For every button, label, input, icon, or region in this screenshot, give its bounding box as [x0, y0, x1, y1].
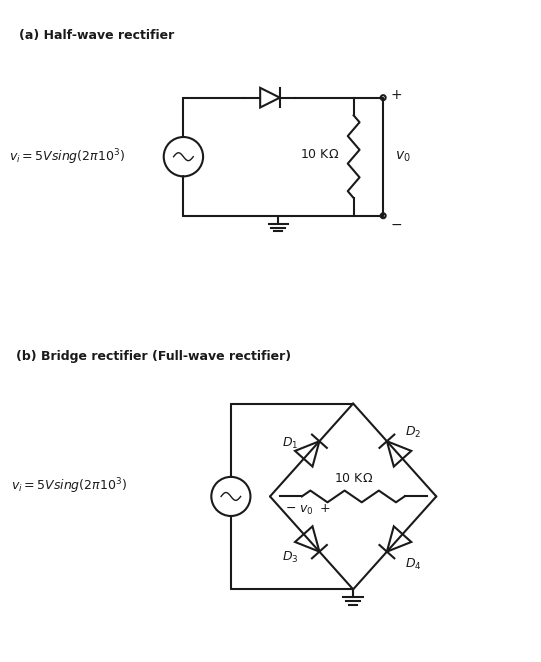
Text: $v_i = 5V\mathit{sing}(2\pi10^3)$: $v_i = 5V\mathit{sing}(2\pi10^3)$ — [9, 147, 125, 167]
Text: $D_2$: $D_2$ — [405, 425, 421, 440]
Text: $D_4$: $D_4$ — [405, 557, 421, 572]
Text: $10\ \mathrm{K\Omega}$: $10\ \mathrm{K\Omega}$ — [300, 148, 339, 162]
Text: $v_0$: $v_0$ — [395, 150, 411, 164]
Text: $D_1$: $D_1$ — [282, 436, 299, 451]
Text: +: + — [390, 87, 401, 102]
Text: (a) Half-wave rectifier: (a) Half-wave rectifier — [19, 28, 174, 42]
Text: $-\ v_0\ +$: $-\ v_0\ +$ — [285, 503, 330, 517]
Text: $10\ \mathrm{K\Omega}$: $10\ \mathrm{K\Omega}$ — [333, 472, 373, 485]
Text: $D_3$: $D_3$ — [282, 550, 299, 565]
Text: (b) Bridge rectifier (Full-wave rectifier): (b) Bridge rectifier (Full-wave rectifie… — [16, 350, 291, 363]
Text: $-$: $-$ — [390, 216, 402, 230]
Text: $v_i = 5V\mathit{sing}(2\pi10^3)$: $v_i = 5V\mathit{sing}(2\pi10^3)$ — [11, 477, 127, 496]
